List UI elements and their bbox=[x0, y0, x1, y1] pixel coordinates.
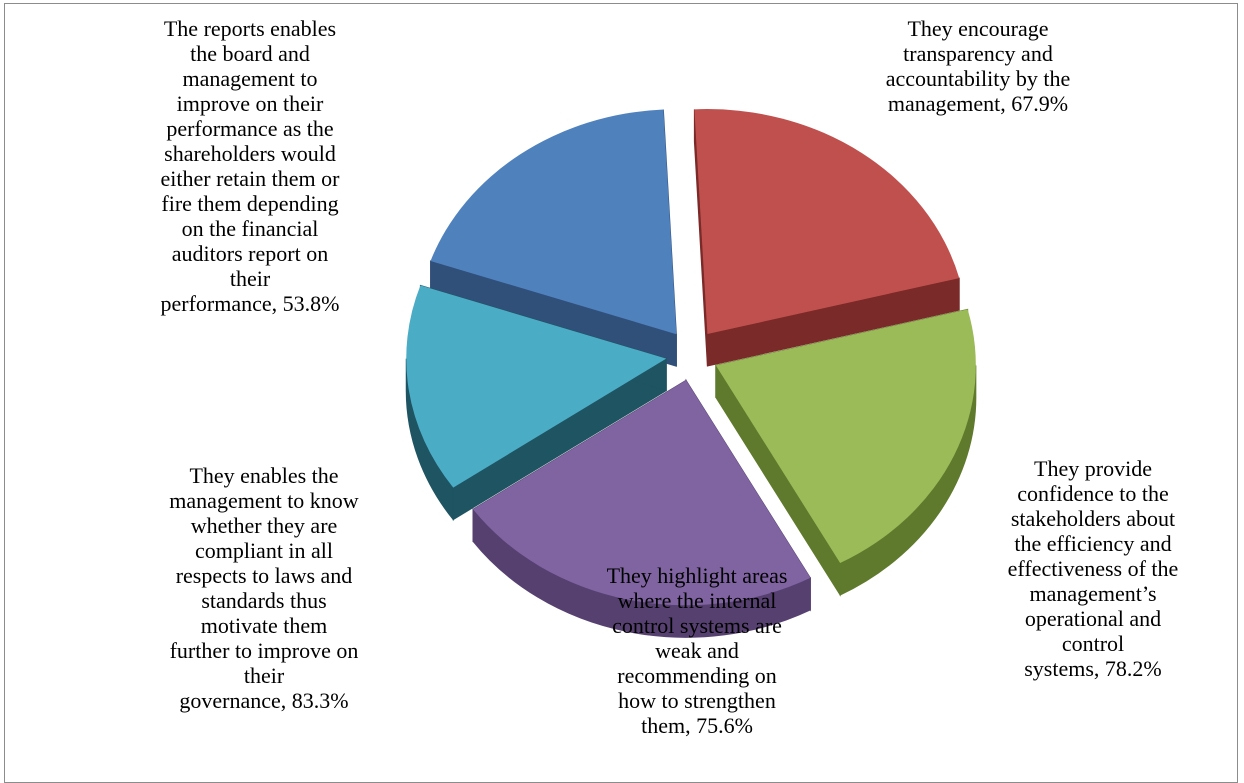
slice-label-performance: The reports enables the board and manage… bbox=[160, 16, 340, 316]
slice-label-transparency: They encourage transparency and accounta… bbox=[885, 16, 1071, 116]
slice-performance bbox=[406, 285, 667, 488]
pie-tops bbox=[406, 109, 976, 606]
slice-label-confidence: They provide confidence to the stakehold… bbox=[1007, 456, 1179, 681]
slice-label-compliance: They enables the management to know whet… bbox=[169, 463, 359, 713]
slice-label-internal-control: They highlight areas where the internal … bbox=[606, 563, 788, 738]
pie-chart bbox=[405, 109, 977, 638]
slice-confidence bbox=[694, 109, 960, 335]
slice-transparency bbox=[430, 109, 677, 335]
slice-compliance bbox=[473, 380, 811, 606]
slice-internal-control bbox=[715, 309, 976, 563]
